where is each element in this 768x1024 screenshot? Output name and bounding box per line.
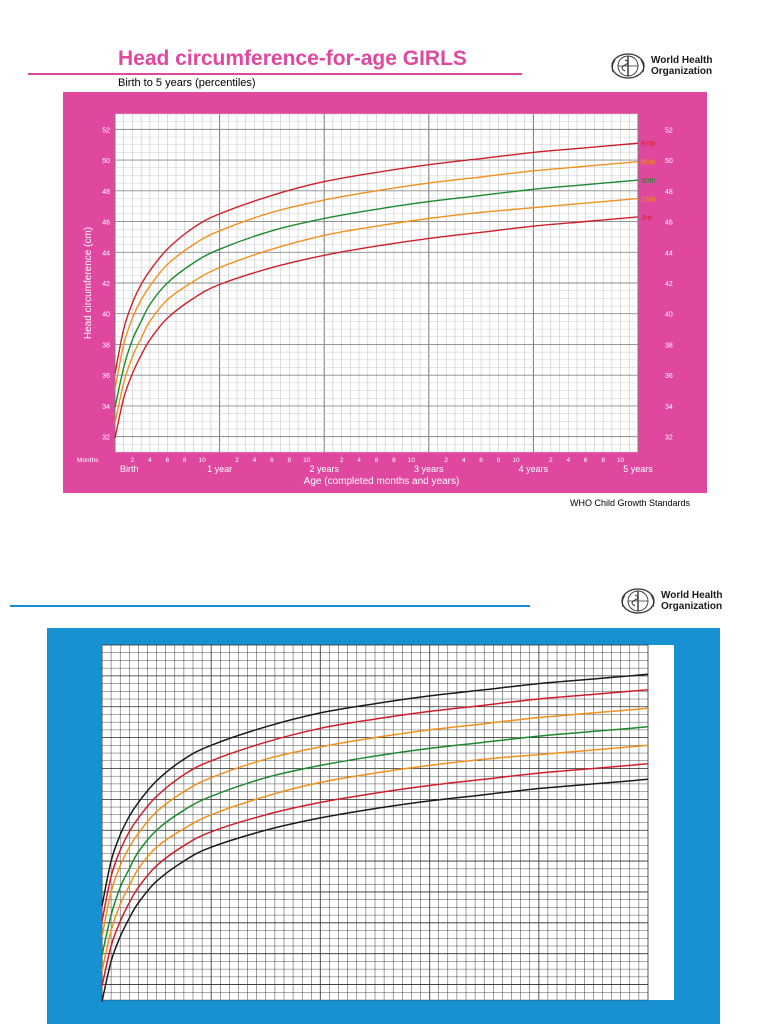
- x-month-tick: 8: [601, 457, 605, 464]
- y-tick-label: 36: [102, 373, 110, 380]
- y-axis-label: Head circumference (cm): [83, 227, 94, 339]
- who-logo: World Health Organization: [610, 52, 712, 80]
- x-month-tick: 10: [408, 457, 416, 464]
- percentile-curve: [101, 763, 649, 987]
- x-month-tick: 10: [512, 457, 520, 464]
- y-tick-label: 48: [665, 189, 673, 196]
- y-tick-label: 38: [665, 342, 673, 349]
- source-note: WHO Child Growth Standards: [570, 498, 691, 508]
- y-tick-label: 34: [102, 404, 110, 411]
- y-tick-label: 40: [102, 312, 110, 319]
- curve-label: 97th: [641, 139, 656, 148]
- chart-subtitle: Birth to 5 years (percentiles): [118, 77, 256, 89]
- who-logo-line1: World Health: [661, 590, 723, 601]
- x-month-tick: 2: [235, 457, 239, 464]
- x-month-tick: 8: [497, 457, 501, 464]
- who-logo-line1: World Health: [651, 55, 713, 66]
- title-underline: [28, 73, 522, 75]
- curve-label: 50th: [641, 176, 656, 185]
- y-tick-label: 52: [102, 127, 110, 134]
- y-tick-label: 42: [665, 281, 673, 288]
- y-tick-label: 44: [665, 250, 673, 257]
- x-month-tick: 10: [617, 457, 625, 464]
- percentile-curve: [101, 778, 649, 1002]
- x-month-tick: 2: [549, 457, 553, 464]
- y-tick-label: 40: [665, 312, 673, 319]
- who-logo-line2: Organization: [661, 601, 723, 612]
- percentile-curve: [101, 726, 649, 956]
- chart-title: Head circumference-for-age GIRLS: [118, 47, 467, 70]
- x-month-tick: 8: [183, 457, 187, 464]
- x-month-tick: 6: [584, 457, 588, 464]
- x-month-tick: 6: [375, 457, 379, 464]
- y-tick-label: 44: [102, 250, 110, 257]
- x-month-tick: 10: [303, 457, 311, 464]
- percentile-curve: [101, 689, 649, 922]
- y-tick-label: 34: [665, 404, 673, 411]
- y-tick-label: 52: [665, 127, 673, 134]
- x-month-tick: 8: [288, 457, 292, 464]
- curve-label: 15th: [641, 195, 656, 204]
- y-tick-label: 50: [665, 158, 673, 165]
- x-month-tick: 2: [340, 457, 344, 464]
- percentile-curve: [114, 179, 639, 408]
- x-month-tick: 10: [199, 457, 207, 464]
- x-month-tick: 4: [357, 457, 361, 464]
- x-year-label: 5 years: [623, 464, 653, 474]
- y-tick-label: 46: [665, 220, 673, 227]
- percentile-curve: [101, 744, 649, 971]
- percentile-curve: [101, 707, 649, 937]
- curve-label: 3rd: [641, 213, 652, 222]
- section-rule: [10, 605, 530, 607]
- x-month-tick: 8: [392, 457, 396, 464]
- x-month-tick: 4: [148, 457, 152, 464]
- x-year-label: 4 years: [519, 464, 549, 474]
- percentile-curve: [114, 160, 639, 390]
- x-year-label: 2 years: [309, 464, 339, 474]
- x-year-label: Birth: [120, 464, 139, 474]
- percentile-curve: [101, 673, 649, 906]
- who-emblem-icon: [611, 53, 645, 79]
- x-month-tick: 4: [566, 457, 570, 464]
- y-tick-label: 36: [665, 373, 673, 380]
- x-month-tick: 2: [444, 457, 448, 464]
- x-month-tick: 6: [479, 457, 483, 464]
- curve-label: 85th: [641, 158, 656, 167]
- blank-percentile-chart: [47, 628, 720, 1024]
- y-tick-label: 50: [102, 158, 110, 165]
- x-month-tick: 4: [253, 457, 257, 464]
- y-tick-label: 42: [102, 281, 110, 288]
- x-month-tick: 6: [270, 457, 274, 464]
- who-emblem-icon: [621, 588, 655, 614]
- x-month-tick: 4: [462, 457, 466, 464]
- x-axis-label: Age (completed months and years): [304, 476, 460, 487]
- y-tick-label: 32: [665, 435, 673, 442]
- x-month-tick: 6: [165, 457, 169, 464]
- x-year-label: 3 years: [414, 464, 444, 474]
- y-tick-label: 46: [102, 220, 110, 227]
- gridlines: [101, 644, 649, 1001]
- percentile-curve: [114, 142, 639, 374]
- who-logo-line2: Organization: [651, 66, 713, 77]
- y-tick-label: 38: [102, 342, 110, 349]
- x-month-tick: 2: [131, 457, 135, 464]
- percentile-curve: [114, 216, 639, 439]
- percentile-curve: [114, 197, 639, 423]
- who-logo: World Health Organization: [620, 587, 722, 615]
- x-axis-prefix: Months: [77, 457, 99, 464]
- gridlines: [114, 113, 639, 453]
- y-tick-label: 32: [102, 435, 110, 442]
- x-year-label: 1 year: [207, 464, 232, 474]
- y-tick-label: 48: [102, 189, 110, 196]
